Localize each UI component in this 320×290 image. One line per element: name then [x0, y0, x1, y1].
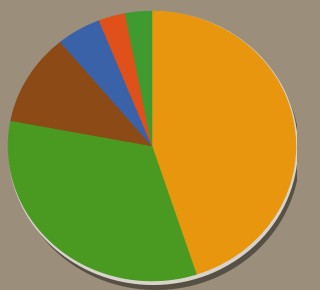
- chart: [0, 0, 297, 290]
- page: (() => { const data = JSON.parse(documen…: [0, 0, 297, 290]
